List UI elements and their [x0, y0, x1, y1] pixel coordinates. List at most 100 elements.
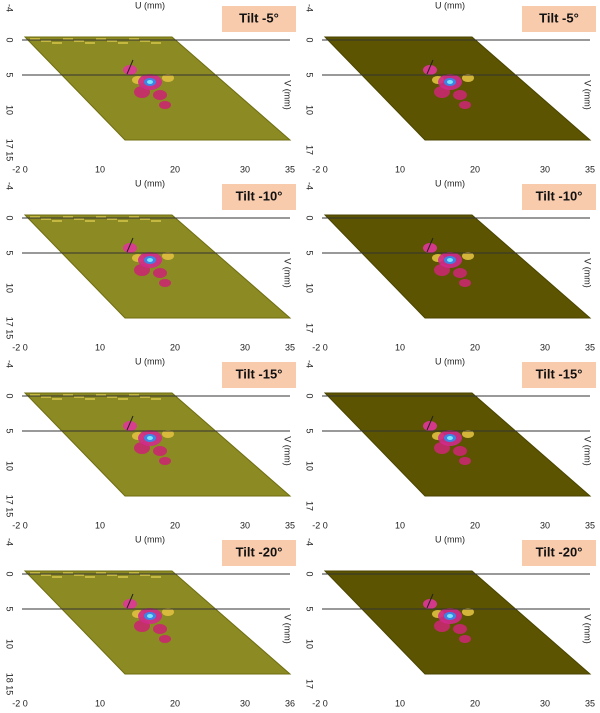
scan-region — [323, 570, 592, 675]
echo-blob — [459, 279, 471, 287]
x-tick-label: -2 0 — [12, 698, 28, 708]
y-tick-label: 5 — [305, 606, 315, 611]
y-tick-label: 0 — [5, 215, 15, 220]
tilt-label: Tilt -5° — [239, 10, 279, 25]
x-tick-label: -2 0 — [312, 698, 328, 708]
echo-blob — [123, 599, 137, 609]
echo-blob — [159, 457, 171, 465]
x-tick-label: 30 — [540, 164, 550, 174]
defect-mark — [126, 593, 134, 609]
echo-blob — [153, 446, 167, 456]
x-tick-label: 20 — [170, 164, 180, 174]
echo-blob — [459, 457, 471, 465]
panel: U (mm) V (mm) -4 0 5 10 17 -2 0 10 20 30 35 Tilt -20… — [305, 534, 596, 708]
echo-blob — [459, 635, 471, 643]
x-tick-label: 20 — [470, 342, 480, 352]
x-tick-label: 10 — [395, 342, 405, 352]
scan-region — [323, 392, 592, 497]
x-tick-label: -2 0 — [12, 342, 28, 352]
u-axis-label: U (mm) — [135, 356, 165, 366]
tilt-label-box — [222, 6, 296, 32]
scan-region — [23, 570, 292, 675]
x-tick-label: 10 — [395, 698, 405, 708]
echo-blob — [447, 436, 453, 440]
x-tick-label: 10 — [395, 520, 405, 530]
defect-mark — [426, 237, 434, 253]
x-tick-label: 35 — [585, 164, 595, 174]
echo-blob — [159, 279, 171, 287]
y-tick-label: 5 — [5, 428, 15, 433]
x-tick-label: 20 — [470, 164, 480, 174]
x-tick-label: -2 0 — [312, 520, 328, 530]
y-tick-label: 17 — [305, 679, 315, 689]
x-tick-label: 10 — [395, 164, 405, 174]
echo-blob — [423, 243, 437, 253]
v-axis-label: V (mm) — [583, 614, 593, 644]
echo-blob — [462, 74, 474, 82]
y-tick-label: -4 — [305, 4, 315, 12]
echo-blob — [447, 614, 453, 618]
x-tick-label: 10 — [95, 164, 105, 174]
x-tick-label: 35 — [585, 342, 595, 352]
x-tick-label: 20 — [170, 698, 180, 708]
v-axis-label: V (mm) — [583, 258, 593, 288]
defect-mark — [126, 237, 134, 253]
y-tick-label: 17 15 — [5, 139, 15, 162]
panel: U (mm) V (mm) -4 0 5 10 17 15 -2 0 10 20 30 35 Tilt … — [5, 356, 296, 530]
u-axis-label: U (mm) — [435, 0, 465, 10]
y-tick-label: 10 — [5, 639, 15, 649]
tilt-label-box — [222, 184, 296, 210]
echo-blob — [459, 101, 471, 109]
y-tick-label: 5 — [305, 250, 315, 255]
echo-blob — [147, 436, 153, 440]
x-tick-label: -2 0 — [312, 342, 328, 352]
scan-region — [23, 36, 292, 141]
y-tick-label: 10 — [305, 461, 315, 471]
echo-blob — [447, 80, 453, 84]
panel: U (mm) V (mm) -4 0 5 10 17 -2 0 10 20 30 35 Tilt -5° — [305, 0, 596, 174]
y-tick-label: 10 — [5, 283, 15, 293]
tilt-label: Tilt -15° — [236, 366, 283, 381]
echo-blob — [162, 74, 174, 82]
x-tick-label: 10 — [95, 342, 105, 352]
y-tick-label: 5 — [5, 72, 15, 77]
x-tick-label: 10 — [95, 520, 105, 530]
u-axis-label: U (mm) — [435, 178, 465, 188]
x-tick-label: -2 0 — [12, 520, 28, 530]
echo-blob — [453, 446, 467, 456]
echo-blob — [423, 65, 437, 75]
tilt-label: Tilt -10° — [236, 188, 283, 203]
defect-mark — [426, 415, 434, 431]
echo-blob — [147, 80, 153, 84]
y-tick-label: 17 15 — [5, 317, 15, 340]
echo-blob — [453, 268, 467, 278]
y-tick-label: -4 — [5, 360, 15, 368]
echo-blob — [462, 430, 474, 438]
echo-blob — [153, 268, 167, 278]
v-axis-label: V (mm) — [283, 614, 293, 644]
x-tick-label: 20 — [470, 698, 480, 708]
panel: U (mm) V (mm) -4 0 5 10 17 -2 0 10 20 30 35 Tilt -15… — [305, 356, 596, 530]
y-tick-label: 17 15 — [5, 495, 15, 518]
v-axis-label: V (mm) — [283, 80, 293, 110]
x-tick-label: -2 0 — [12, 164, 28, 174]
u-axis-label: U (mm) — [135, 178, 165, 188]
y-tick-label: 10 — [305, 639, 315, 649]
y-tick-label: -4 — [305, 182, 315, 190]
y-tick-label: -4 — [5, 538, 15, 546]
y-tick-label: 0 — [305, 37, 315, 42]
x-tick-label: 30 — [240, 342, 250, 352]
panel: U (mm) V (mm) -4 0 5 10 17 -2 0 10 20 30 35 Tilt -10… — [305, 178, 596, 352]
v-axis-label: V (mm) — [283, 436, 293, 466]
u-axis-label: U (mm) — [135, 0, 165, 10]
tilt-label: Tilt -20° — [236, 544, 283, 559]
echo-blob — [162, 608, 174, 616]
panel: U (mm) V (mm) -4 0 5 10 18 15 -2 0 10 20 30 36 Tilt … — [5, 534, 296, 708]
tilt-label: Tilt -10° — [536, 188, 583, 203]
y-tick-label: 0 — [305, 215, 315, 220]
y-tick-label: 10 — [305, 283, 315, 293]
x-tick-label: 30 — [240, 698, 250, 708]
x-tick-label: 30 — [540, 342, 550, 352]
x-tick-label: -2 0 — [312, 164, 328, 174]
